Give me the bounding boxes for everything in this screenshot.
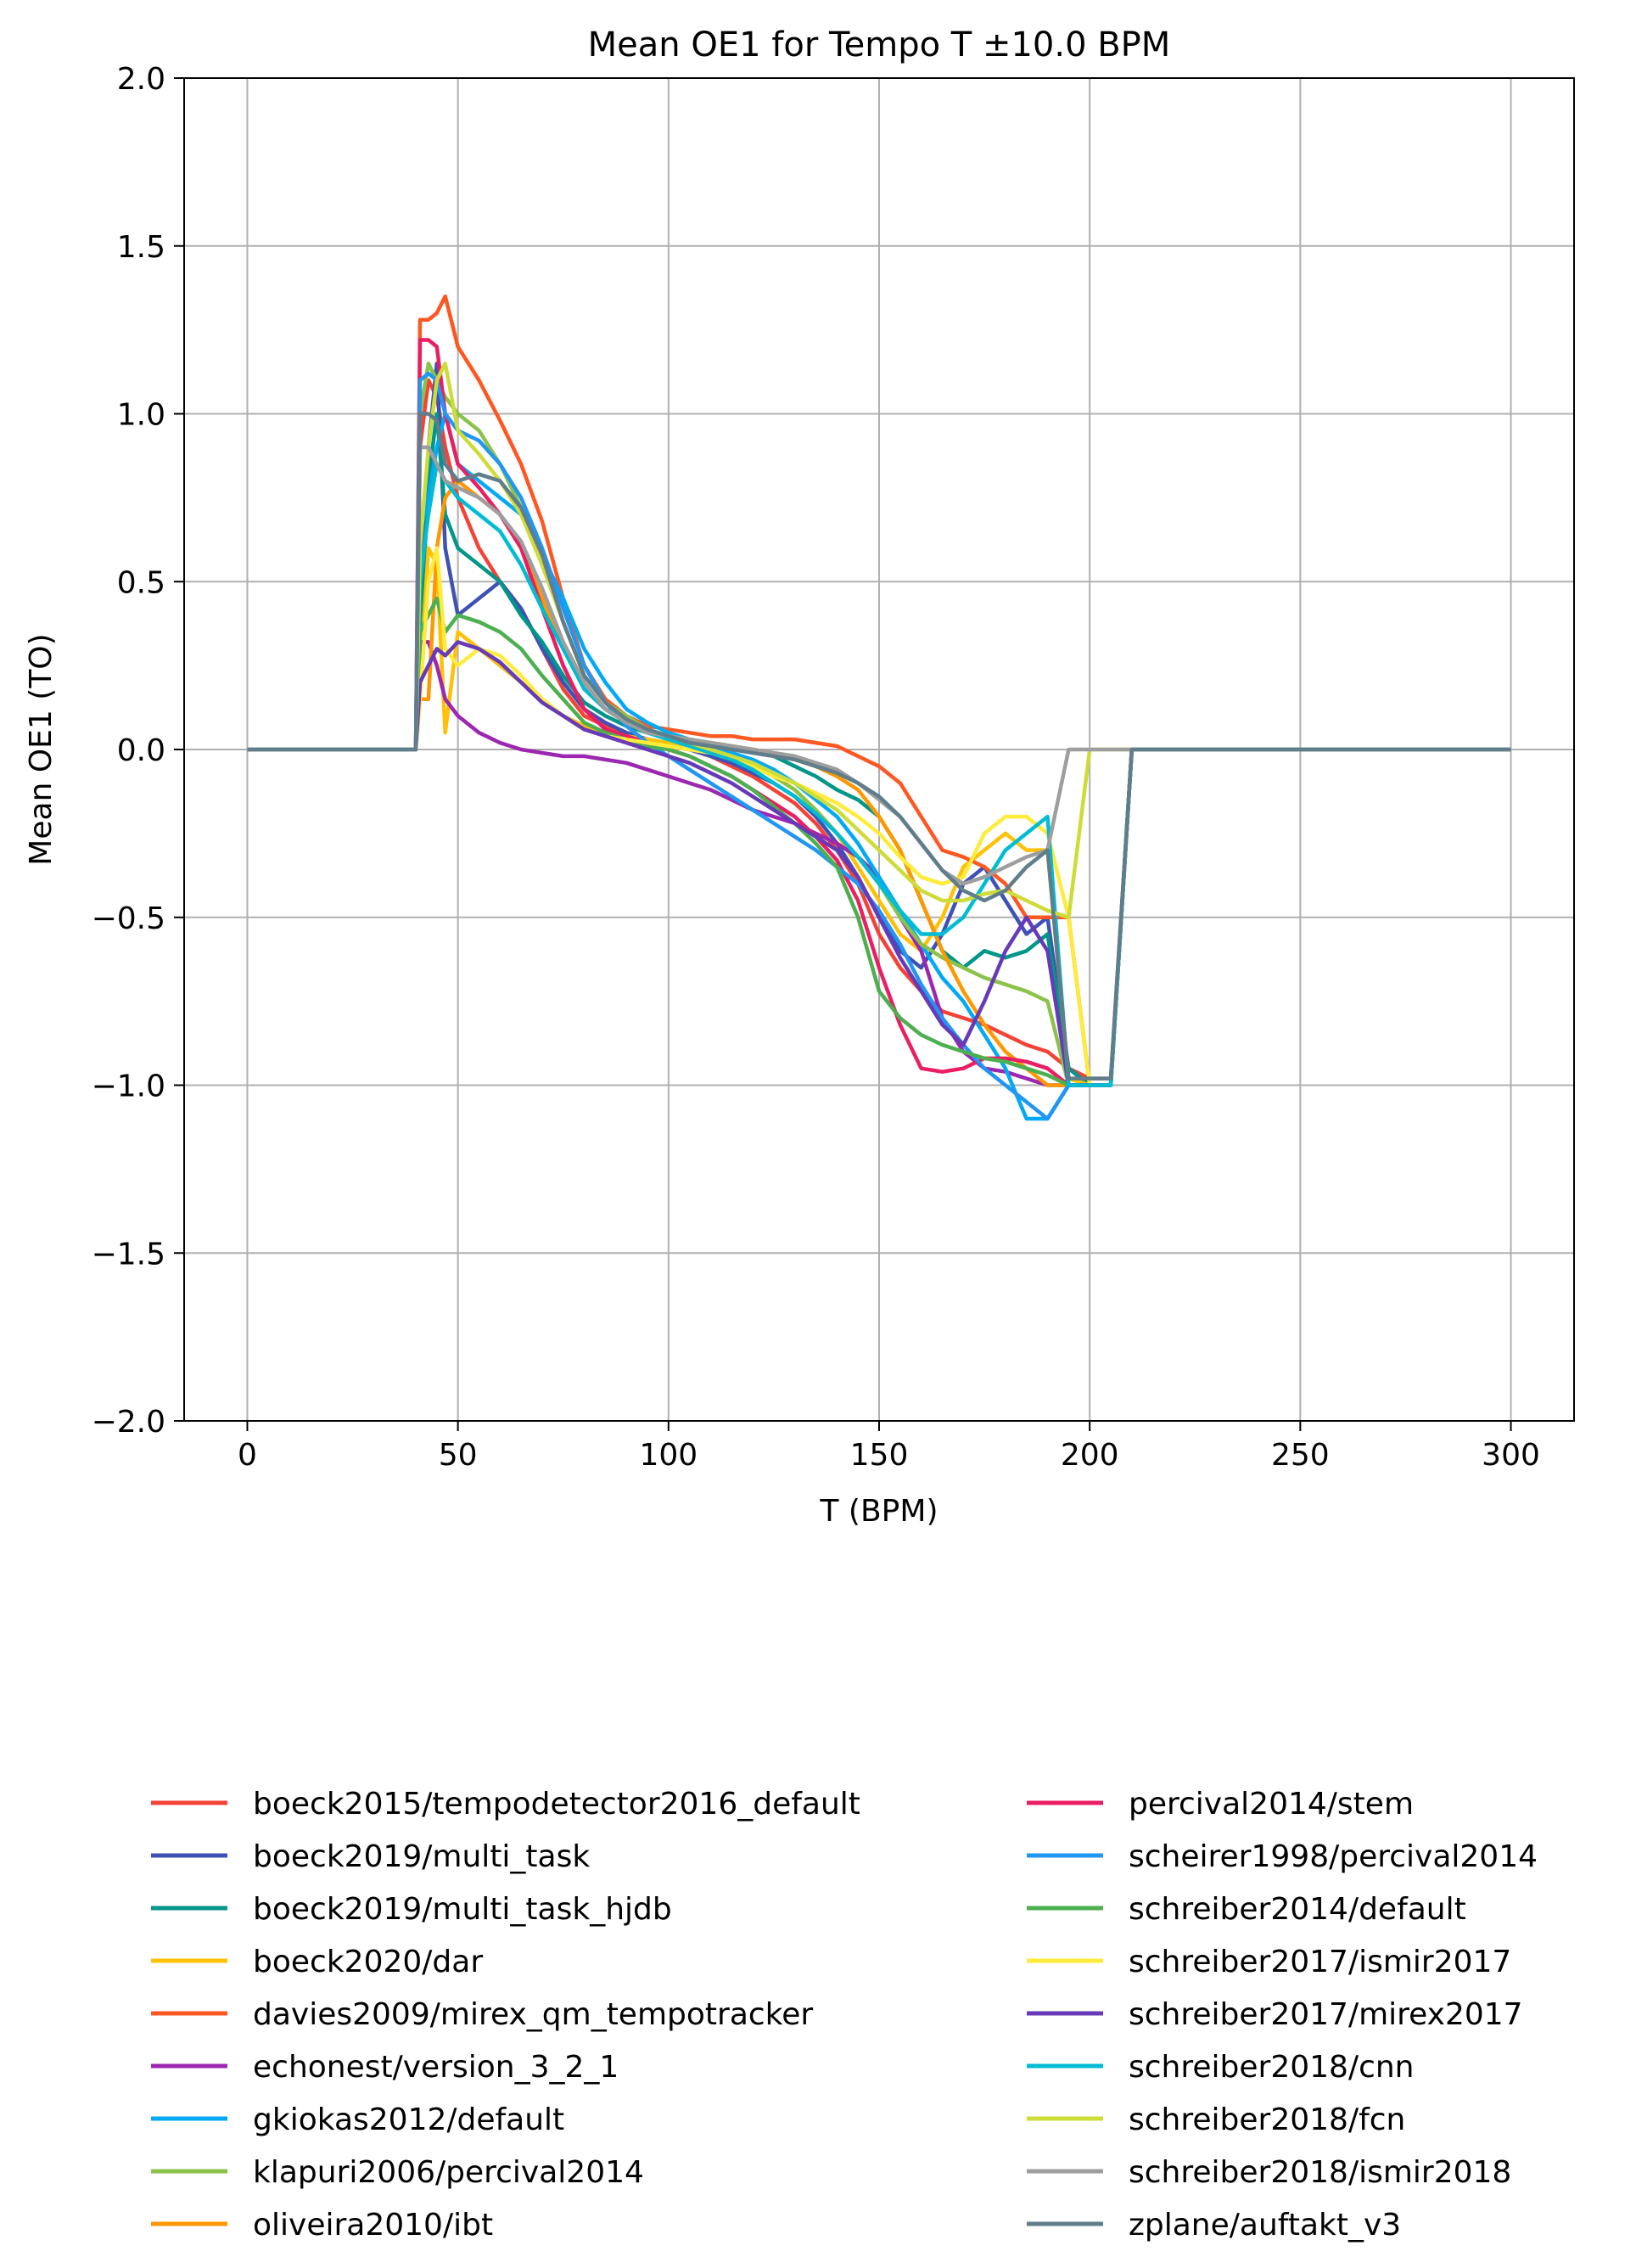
y-tick-label: 1.5 bbox=[117, 230, 165, 265]
y-tick-label: −1.5 bbox=[92, 1237, 165, 1272]
legend-item: oliveira2010/ibt bbox=[151, 2208, 493, 2243]
legend-label: echonest/version_3_2_1 bbox=[253, 2050, 619, 2085]
legend-label: schreiber2017/mirex2017 bbox=[1129, 1997, 1523, 2032]
x-tick-label: 0 bbox=[238, 1438, 257, 1473]
legend: boeck2015/tempodetector2016_defaultboeck… bbox=[151, 1787, 1538, 2243]
y-tick-label: 2.0 bbox=[117, 62, 165, 97]
legend-label: schreiber2018/cnn bbox=[1129, 2050, 1415, 2085]
series-line bbox=[247, 371, 1511, 1121]
y-tick-label: 0.0 bbox=[117, 733, 165, 768]
x-tick-label: 300 bbox=[1482, 1438, 1540, 1473]
x-tick-label: 250 bbox=[1271, 1438, 1330, 1473]
legend-item: schreiber2017/mirex2017 bbox=[1027, 1997, 1523, 2032]
legend-label: davies2009/mirex_qm_tempotracker bbox=[253, 1997, 813, 2032]
legend-label: boeck2015/tempodetector2016_default bbox=[253, 1787, 860, 1822]
legend-label: percival2014/stem bbox=[1129, 1787, 1414, 1822]
legend-item: boeck2019/multi_task bbox=[151, 1839, 590, 1874]
legend-label: boeck2019/multi_task bbox=[253, 1839, 590, 1874]
legend-label: zplane/auftakt_v3 bbox=[1129, 2208, 1401, 2243]
x-tick-label: 150 bbox=[850, 1438, 909, 1473]
series-line bbox=[247, 445, 1511, 886]
series-line bbox=[247, 640, 1511, 1087]
legend-label: gkiokas2012/default bbox=[253, 2102, 564, 2137]
series-line bbox=[247, 378, 1511, 1081]
chart-title: Mean OE1 for Tempo T ±10.0 BPM bbox=[588, 25, 1171, 65]
x-tick-label: 50 bbox=[439, 1438, 478, 1473]
legend-label: oliveira2010/ibt bbox=[253, 2208, 493, 2243]
series-line bbox=[247, 546, 1511, 1087]
legend-item: schreiber2018/cnn bbox=[1027, 2050, 1415, 2085]
legend-item: zplane/auftakt_v3 bbox=[1027, 2208, 1401, 2243]
y-axis: 2.0 1.5 1.0 0.5 0.0 −0.5 −1.0 −1.5 −2.0 bbox=[92, 62, 184, 1440]
y-tick-label: −1.0 bbox=[92, 1069, 165, 1104]
legend-item: boeck2020/dar bbox=[151, 1945, 483, 1979]
y-tick-label: 1.0 bbox=[117, 398, 165, 433]
legend-label: schreiber2018/ismir2018 bbox=[1129, 2155, 1511, 2190]
y-tick-label: 0.5 bbox=[117, 565, 165, 600]
legend-label: schreiber2014/default bbox=[1129, 1892, 1466, 1927]
series-lines bbox=[247, 294, 1511, 1121]
x-axis-label: T (BPM) bbox=[820, 1494, 938, 1529]
y-axis-label: Mean OE1 (TO) bbox=[24, 633, 59, 865]
series-line bbox=[247, 462, 1511, 1087]
x-axis: 0 50 100 150 200 250 300 bbox=[238, 1421, 1540, 1473]
series-line bbox=[247, 596, 1511, 1087]
legend-label: scheirer1998/percival2014 bbox=[1129, 1839, 1538, 1874]
legend-item: schreiber2018/fcn bbox=[1027, 2102, 1405, 2137]
legend-label: schreiber2017/ismir2017 bbox=[1129, 1945, 1511, 1979]
legend-item: boeck2019/multi_task_hjdb bbox=[151, 1892, 672, 1927]
y-tick-label: −2.0 bbox=[92, 1405, 165, 1440]
legend-label: schreiber2018/fcn bbox=[1129, 2102, 1405, 2137]
legend-item: schreiber2014/default bbox=[1027, 1892, 1466, 1927]
legend-item: percival2014/stem bbox=[1027, 1787, 1414, 1822]
legend-item: schreiber2018/ismir2018 bbox=[1027, 2155, 1511, 2190]
legend-label: boeck2020/dar bbox=[253, 1945, 483, 1979]
legend-label: klapuri2006/percival2014 bbox=[253, 2155, 644, 2190]
y-tick-label: −0.5 bbox=[92, 901, 165, 936]
series-line bbox=[247, 294, 1511, 1087]
legend-item: scheirer1998/percival2014 bbox=[1027, 1839, 1538, 1874]
series-line bbox=[247, 412, 1511, 1081]
x-tick-label: 100 bbox=[639, 1438, 698, 1473]
legend-label: boeck2019/multi_task_hjdb bbox=[253, 1892, 672, 1927]
legend-item: klapuri2006/percival2014 bbox=[151, 2155, 644, 2190]
x-tick-label: 200 bbox=[1061, 1438, 1119, 1473]
legend-item: schreiber2017/ismir2017 bbox=[1027, 1945, 1511, 1979]
legend-item: davies2009/mirex_qm_tempotracker bbox=[151, 1997, 813, 2032]
legend-item: echonest/version_3_2_1 bbox=[151, 2050, 619, 2085]
legend-item: gkiokas2012/default bbox=[151, 2102, 564, 2137]
series-line bbox=[247, 361, 1511, 920]
legend-item: boeck2015/tempodetector2016_default bbox=[151, 1787, 860, 1822]
